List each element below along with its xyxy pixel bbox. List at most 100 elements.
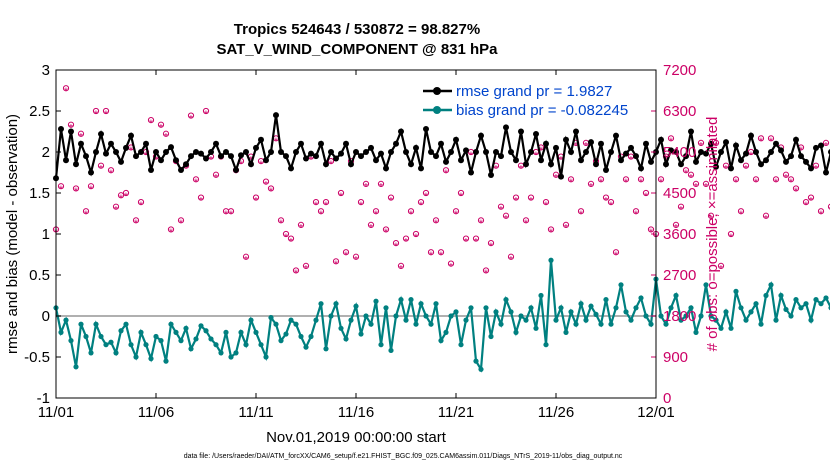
obs-assimilated-point: * [504,214,508,225]
bias-point [313,317,319,323]
legend-rmse-marker [433,87,441,95]
rmse-point [388,149,394,155]
obs-assimilated-point: * [309,155,313,166]
obs-assimilated-point: * [174,159,178,170]
rmse-point [263,157,269,164]
bias-point [793,297,799,303]
rmse-point [243,149,249,155]
obs-assimilated-point: * [144,150,148,161]
obs-assimilated-point: * [359,200,363,211]
bias-point [103,342,109,348]
bias-point [553,317,559,323]
obs-possible-point [802,199,810,206]
rmse-point [418,165,424,172]
rmse-point [103,150,109,157]
data-file-footnote: data file: /Users/raeder/DAI/ATM_forcXX/… [184,453,623,460]
obs-assimilated-point: * [79,132,83,143]
obs-possible-point [577,208,585,215]
obs-assimilated-point: * [679,205,683,216]
bias-point [138,329,144,335]
bias-point [303,344,309,350]
rmse-point [138,149,144,155]
rmse-point [98,130,104,137]
rmse-point [728,165,734,172]
obs-assimilated-point: * [624,178,628,189]
obs-assimilated-point: * [694,182,698,193]
rmse-point [783,158,789,165]
rmse-point [543,140,549,147]
obs-assimilated-point: * [689,173,693,184]
plot-frame [55,69,657,399]
bias-point [763,292,769,299]
rmse-point [758,161,764,168]
bias-point [363,313,369,319]
x-tick-label: 11/26 [538,404,574,421]
bias-point [488,333,494,340]
rmse-point [793,136,799,143]
bias-point [83,333,89,340]
obs-assimilated-point: * [474,237,478,248]
bias-point [323,346,329,352]
bias-point [823,295,829,301]
bias-point [768,282,774,288]
obs-possible-point [787,176,795,183]
obs-possible-point [397,262,405,269]
bias-point [243,342,249,348]
rmse-point [448,149,454,155]
obs-possible-point [642,189,650,197]
obs-assimilated-point: * [469,150,473,161]
obs-possible-point [242,253,250,260]
obs-possible-point [567,176,575,183]
rmse-point [398,128,404,135]
obs-possible-point [727,230,735,238]
obs-assimilated-point: * [329,159,333,170]
obs-possible-point [817,208,825,215]
obs-possible-point [562,221,570,228]
obs-possible-point [767,135,775,142]
bias-point [238,329,244,335]
bias-point [98,333,104,340]
obs-possible-point [302,262,310,269]
rmse-point [763,157,769,164]
bias-point [283,331,289,337]
bias-point [273,321,279,327]
bias-point [538,292,544,299]
obs-possible-point [422,189,430,197]
rmse-point [773,140,779,147]
obs-possible-point [157,121,165,128]
obs-possible-point [297,221,305,228]
rmse-point [88,169,94,176]
obs-assimilated-point: * [319,210,323,221]
obs-assimilated-point: * [304,264,308,275]
bias-point [513,329,519,335]
bias-point [613,305,619,311]
obs-assimilated-point: * [389,196,393,207]
obs-possible-point [782,171,790,178]
obs-assimilated-point: * [644,191,648,202]
y-axis-label-left: rmse and bias (model - observation) [4,114,21,354]
obs-assimilated-point: * [194,178,198,189]
bias-point [783,306,789,313]
obs-possible-point [292,267,300,274]
obs-assimilated-point: * [554,173,558,184]
obs-possible-point [432,217,440,224]
rmse-point [798,153,804,160]
obs-assimilated-point: * [239,159,243,170]
rmse-point [458,157,464,164]
rmse-point [608,149,614,155]
bias-point [203,328,209,334]
obs-assimilated-point: * [769,137,773,148]
obs-possible-point [67,121,75,128]
bias-point [708,313,714,319]
obs-assimilated-point: * [809,196,813,207]
obs-possible-point [262,178,270,185]
bias-point [288,317,294,323]
obs-assimilated-point: * [419,200,423,211]
bias-point [578,301,584,307]
bias-point [523,317,529,323]
y-tick-label-right: 6300 [663,103,696,120]
rmse-point [298,140,304,147]
obs-assimilated-point: * [649,228,653,239]
obs-assimilated-point: * [709,214,713,225]
